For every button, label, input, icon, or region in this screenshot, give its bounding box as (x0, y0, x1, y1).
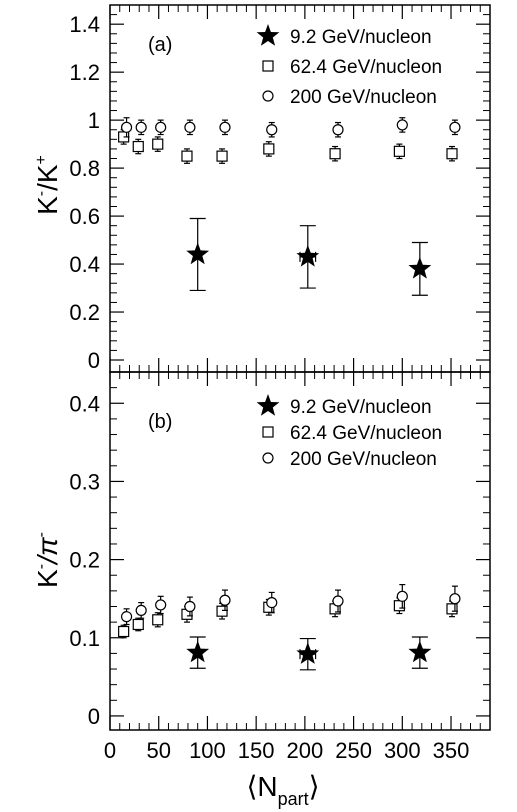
panel-a-ytick-label: 0.4 (69, 252, 100, 277)
panel-a-data-point (132, 140, 144, 153)
panel-a-data-point (449, 121, 461, 133)
x-tick-label: 350 (433, 738, 470, 763)
panel-a-legend-marker (256, 24, 280, 46)
x-tick-label: 150 (238, 738, 275, 763)
panel-b-data-point (219, 594, 231, 606)
panel-a-data-point (120, 121, 133, 133)
panel-b-ytick-label: 0.2 (69, 548, 100, 573)
panel-b-data-point (152, 614, 164, 626)
panel-b-data-point (216, 605, 228, 617)
panel-a-data-point (135, 121, 147, 133)
panel-b-legend-marker (262, 452, 274, 464)
panel-a-data-point (266, 124, 278, 136)
panel-a-ytick-label: 1 (88, 108, 100, 133)
panel-b-ytick-label: 0.4 (69, 391, 100, 416)
panel-a-label: (a) (148, 34, 172, 56)
panel-b-data-point (132, 618, 144, 631)
panel-a-data-point (408, 256, 432, 279)
panel-a-data-point (296, 244, 320, 267)
panel-a-data-point (181, 150, 193, 162)
y-axis-title-a-text: K-/K+ (32, 155, 63, 215)
panel-b-ytick-label: 0.1 (69, 626, 100, 651)
panel-b-data-point (408, 640, 432, 663)
panel-b-data-point (155, 599, 167, 611)
panel-a-data-point (446, 148, 458, 160)
x-tick-label: 200 (287, 738, 324, 763)
x-tick-label: 0 (104, 738, 116, 763)
panel-a-ytick-label: 0.6 (69, 204, 100, 229)
x-axis-title: ⟨Npart⟩ (246, 771, 319, 809)
panel-a-data-point (332, 124, 344, 136)
x-tick-label: 300 (384, 738, 421, 763)
panel-a-data-point (396, 119, 408, 131)
panel-b-data-point (266, 596, 278, 609)
panel-b-data-point (446, 603, 458, 615)
panel-b-ytick-label: 0 (88, 704, 100, 729)
x-tick-label: 50 (146, 738, 170, 763)
panel-b-legend-entry: 62.4 GeV/nucleon (290, 423, 442, 444)
panel-a-ytick-label: 0.8 (69, 156, 100, 181)
panel-a-legend-entry: 200 GeV/nucleon (290, 87, 437, 108)
panel-b-data-point (296, 642, 320, 664)
panel-a-data-point (186, 242, 210, 265)
panel-b-data-point (135, 604, 147, 617)
panel-b-data-point (332, 595, 344, 607)
y-axis-title-a: K-/K+ (32, 155, 63, 215)
panel-a-legend-entry: 9.2 GeV/nucleon (290, 27, 432, 48)
panel-b-legend-entry: 200 GeV/nucleon (290, 449, 437, 470)
panel-b-data-point (118, 625, 130, 638)
panel-a: 0 0.2 0.4 0.6 0.8 1 1.2 1.4 (a) 9.2 GeV/nucleon 62… (69, 4, 491, 373)
panel-a-data-point (216, 150, 228, 162)
panel-a-data-point (393, 145, 405, 157)
x-tick-label: 100 (189, 738, 226, 763)
panel-a-legend-marker (262, 90, 274, 102)
panel-b-data-point (184, 600, 196, 613)
panel-b-data-point (186, 640, 210, 663)
panel-b-data-point (396, 590, 408, 602)
panel-a-ytick-label: 1.4 (69, 12, 100, 37)
panel-a-ytick-label: 0 (88, 348, 100, 373)
panel-b-legend-marker (256, 394, 280, 416)
panel-a-ytick-label: 0.2 (69, 300, 100, 325)
panel-b-label: (b) (148, 411, 172, 433)
panel-a-data-point (155, 121, 167, 133)
panel-a-data-point (184, 121, 196, 133)
panel-b-data-point (120, 611, 133, 623)
panel-a-ytick-label: 1.2 (69, 60, 100, 85)
panel-a-legend-entry: 62.4 GeV/nucleon (290, 57, 442, 78)
panel-b-legend-entry: 9.2 GeV/nucleon (290, 397, 432, 418)
panel-a-legend-marker (262, 60, 274, 72)
y-axis-title-b: K-/π- (32, 532, 63, 588)
panel-a-data-point (219, 121, 231, 133)
panel-a-data-point (329, 148, 341, 160)
panel-a-data-point (263, 143, 275, 155)
panel-b: 0 0.1 0.2 0.3 0.4 0 50 100 150 200 250 300 350 (b) 9.2… (69, 371, 491, 763)
panel-b-legend-marker (262, 426, 274, 438)
panel-a-data-point (152, 138, 164, 150)
x-tick-label: 250 (335, 738, 372, 763)
panel-b-ytick-label: 0.3 (69, 469, 100, 494)
panel-b-frame (109, 371, 491, 731)
y-axis-title-b-text: K-/π- (32, 532, 63, 588)
panel-b-data-point (449, 593, 461, 605)
